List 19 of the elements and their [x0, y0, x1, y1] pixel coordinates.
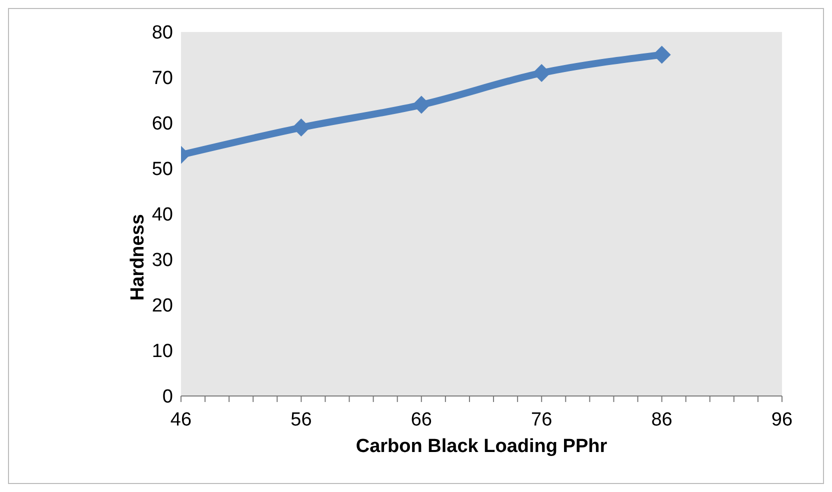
point: [412, 96, 430, 114]
y-tick-label: 50: [152, 159, 173, 180]
y-tick-label: 60: [152, 114, 173, 135]
y-tick-label: 10: [152, 341, 173, 362]
x-axis-title: Carbon Black Loading PPhr: [356, 436, 608, 457]
y-tick-label: 40: [152, 204, 173, 226]
x-tick-label: 46: [170, 409, 192, 430]
y-axis-title: Hardness: [128, 214, 149, 301]
y-tick-label: 30: [152, 250, 173, 272]
y-tick-label: 70: [152, 68, 173, 90]
x-tick-label: 56: [290, 409, 312, 430]
x-tick-label: 76: [531, 409, 552, 430]
x-tick-label: 66: [410, 409, 432, 430]
point: [292, 118, 310, 137]
y-tick-label: 80: [152, 22, 173, 44]
x-tick-label: 86: [651, 409, 672, 430]
x-tick-label: 96: [771, 409, 793, 430]
y-tick-label: 20: [152, 296, 173, 317]
y-tick-label: 0: [162, 386, 173, 408]
